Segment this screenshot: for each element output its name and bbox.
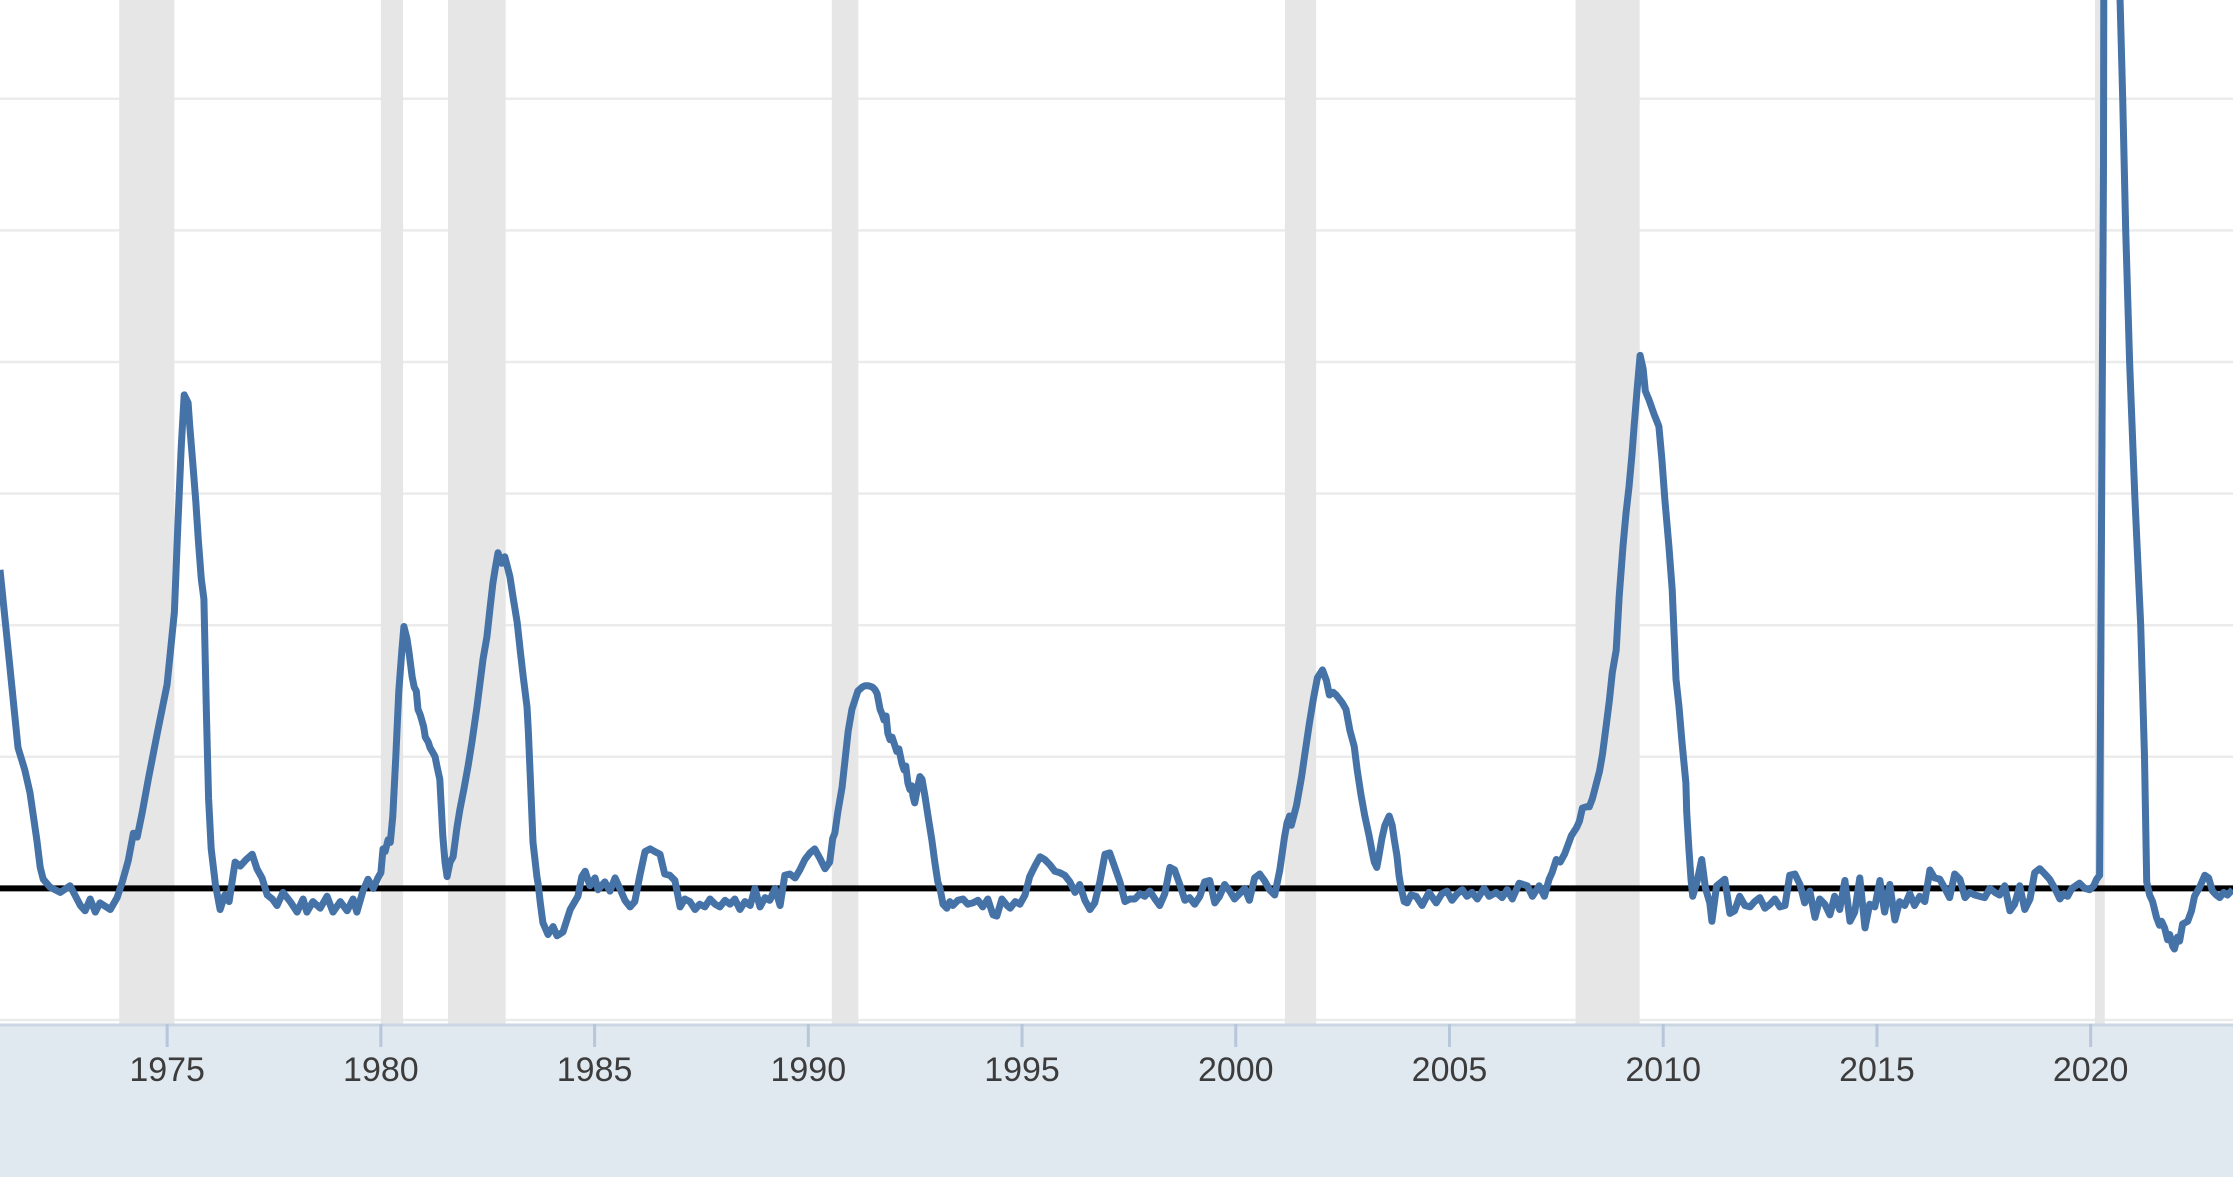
x-axis-band <box>0 1023 2233 1177</box>
data-line <box>0 0 2233 953</box>
recession-band <box>1284 0 1317 1024</box>
x-axis-tick-label: 1995 <box>984 1051 1060 1089</box>
plot-area[interactable] <box>0 0 2233 1024</box>
x-axis-labels: 1975 1980 1985 1990 1995 2000 2005 2010 2015 2020 <box>129 1051 2128 1089</box>
x-axis-tick-label: 1980 <box>343 1051 419 1089</box>
gridlines <box>0 97 2233 1022</box>
x-axis-tick-label: 2015 <box>1839 1051 1915 1089</box>
series-lines <box>0 0 2233 953</box>
recession-band <box>447 0 506 1024</box>
x-axis-tick-label: 2000 <box>1198 1051 1274 1089</box>
x-axis-tick-label: 2010 <box>1625 1051 1701 1089</box>
x-axis-tick-label: 2005 <box>1412 1051 1488 1089</box>
x-axis-tick-label: 1975 <box>129 1051 205 1089</box>
recession-band <box>1575 0 1640 1024</box>
axis-band[interactable] <box>0 1024 2233 1177</box>
x-axis-tick-label: 1990 <box>770 1051 846 1089</box>
x-axis-tick-label: 1985 <box>557 1051 633 1089</box>
recession-band <box>831 0 859 1024</box>
x-axis-tick-label: 2020 <box>2053 1051 2129 1089</box>
x-axis-ticks <box>165 1024 2093 1047</box>
